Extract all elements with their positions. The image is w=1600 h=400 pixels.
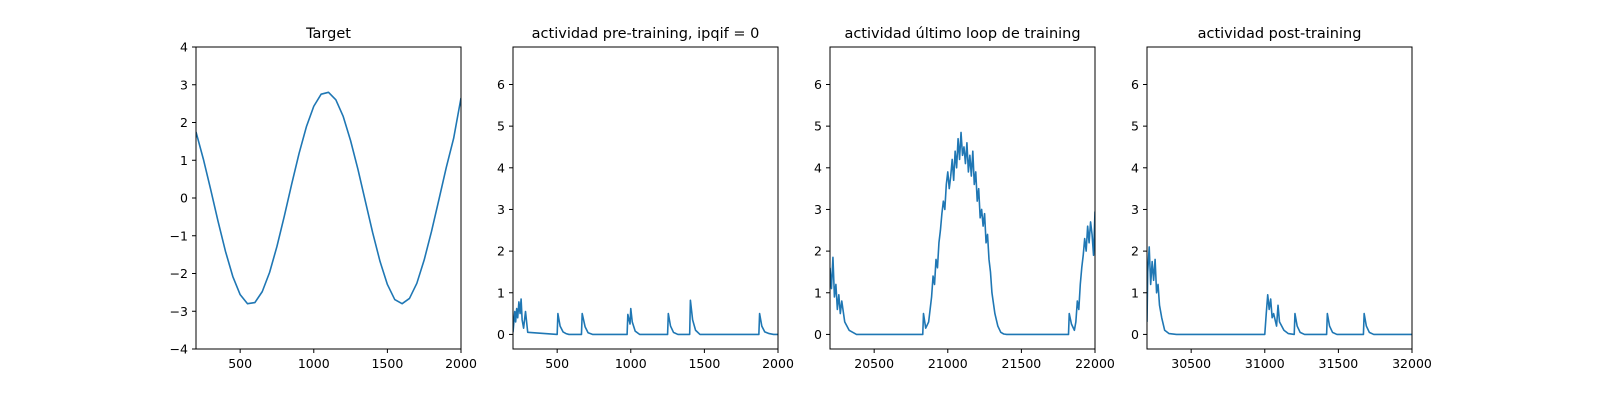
y-tick-label: 4 [1131,160,1139,175]
y-tick-label: 4 [180,40,188,55]
y-tick-label: −3 [170,304,188,319]
x-tick-label: 32000 [1392,356,1432,371]
y-tick-label: 5 [1131,119,1139,134]
x-tick-label: 22000 [1075,356,1115,371]
y-tick-label: 5 [814,119,822,134]
x-tick-label: 1000 [615,356,647,371]
y-tick-label: 1 [814,285,822,300]
y-tick-label: 5 [497,119,505,134]
axes-frame [1146,46,1413,350]
y-tick-label: 0 [1131,327,1139,342]
x-tick-label: 2000 [445,356,477,371]
x-tick-label: 20500 [854,356,894,371]
y-tick-label: 3 [1131,202,1139,217]
panel-pre-training: actividad pre-training, ipqif = 0 500 100… [497,26,794,371]
axes-frame [829,46,1096,350]
x-tick-label: 1500 [371,356,403,371]
series-line [830,131,1095,336]
y-tick-label: 1 [497,285,505,300]
y-tick-label: 4 [497,160,505,175]
y-tick-label: 6 [814,77,822,92]
panel-title: actividad post-training [1198,26,1362,42]
series-line [1147,246,1412,336]
y-tick-label: 3 [180,77,188,92]
y-tick-label: 4 [814,160,822,175]
y-tick-label: −4 [170,342,188,357]
y-tick-label: 3 [814,202,822,217]
x-tick-label: 30500 [1171,356,1211,371]
x-tick-label: 21500 [1002,356,1042,371]
x-tick-label: 500 [545,356,569,371]
y-tick-label: −2 [170,266,188,281]
axes-frame [512,46,779,350]
y-tick-label: 1 [180,153,188,168]
y-tick-label: 0 [497,327,505,342]
panel-post-training: actividad post-training 30500 31000 31500 3… [1131,26,1432,371]
y-tick-label: 0 [180,191,188,206]
x-tick-label: 31500 [1319,356,1359,371]
x-tick-label: 21000 [928,356,968,371]
series-line [196,91,461,305]
y-tick-label: 1 [1131,285,1139,300]
panel-title: actividad pre-training, ipqif = 0 [532,26,760,42]
panel-last-training-loop: actividad último loop de training 20500 2… [814,26,1115,371]
y-tick-label: 2 [814,244,822,259]
y-tick-label: 2 [180,115,188,130]
x-tick-label: 31000 [1245,356,1285,371]
x-tick-label: 1000 [298,356,330,371]
panel-title: actividad último loop de training [844,26,1080,42]
y-tick-label: −1 [170,228,188,243]
x-tick-label: 500 [228,356,252,371]
panel-title: Target [305,26,351,42]
x-tick-label: 1500 [688,356,720,371]
y-tick-label: 3 [497,202,505,217]
series-line [513,298,778,336]
y-tick-label: 6 [1131,77,1139,92]
panel-target: Target 500 1000 1500 2000 −4 −3 −2 −1 0 1 2 3 4 [170,26,477,371]
y-tick-label: 2 [497,244,505,259]
y-tick-label: 2 [1131,244,1139,259]
x-tick-label: 2000 [762,356,794,371]
y-tick-label: 6 [497,77,505,92]
y-tick-label: 0 [814,327,822,342]
